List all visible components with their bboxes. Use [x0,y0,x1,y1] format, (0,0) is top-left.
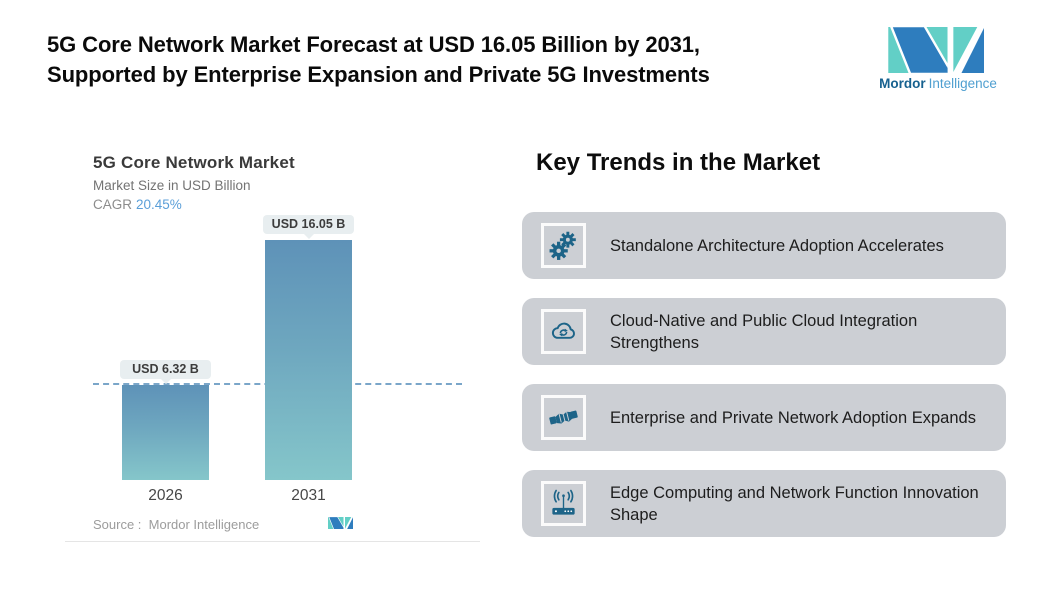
gears-icon [541,223,586,268]
cloud-sync-icon [541,309,586,354]
bar-2031 [265,240,352,480]
bar-plot: USD 6.32 B USD 16.05 B [65,140,480,480]
cagr-value: 20.45% [136,197,182,212]
trend-text: Enterprise and Private Network Adoption … [610,408,976,427]
page-title-line2: Supported by Enterprise Expansion and Pr… [47,62,710,87]
mordor-logo-icon [888,27,984,73]
mordor-logo-icon-small [328,517,353,529]
router-signal-icon [541,481,586,526]
mordor-intelligence-logo: Mordor Intelligence [878,27,998,91]
market-forecast-chart: 5G Core Network Market Market Size in US… [65,140,480,545]
chart-bottom-divider [65,541,480,542]
value-callout-2031: USD 16.05 B [263,215,354,239]
cagr-label: CAGR [93,197,133,212]
axis-label-2031: 2031 [291,487,326,504]
trend-card-cloud-native: Cloud-Native and Public Cloud Integratio… [522,298,1006,365]
trend-card-edge-computing: Edge Computing and Network Function Inno… [522,470,1006,537]
source-note: Source : Mordor Intelligence [93,517,260,532]
trend-card-standalone-architecture: Standalone Architecture Adoption Acceler… [522,212,1006,279]
mini-brand-mark [328,517,354,529]
value-callout-2026: USD 6.32 B [120,360,211,384]
trends-heading: Key Trends in the Market [536,149,821,176]
chart-subtitle: Market Size in USD Billion [93,178,251,193]
brand-word-mordor: Mordor [879,76,926,91]
handshake-icon [541,395,586,440]
page-title-line1: 5G Core Network Market Forecast at USD 1… [47,32,700,57]
chart-title: 5G Core Network Market [93,153,295,172]
trend-text: Standalone Architecture Adoption Acceler… [610,236,944,255]
chart-cagr: CAGR 20.45% [93,197,182,212]
trend-text: Edge Computing and Network Function Inno… [610,483,979,524]
axis-label-2026: 2026 [148,487,183,504]
trend-text: Cloud-Native and Public Cloud Integratio… [610,311,918,352]
page-title: 5G Core Network Market Forecast at USD 1… [47,30,710,90]
trend-card-enterprise-private: Enterprise and Private Network Adoption … [522,384,1006,451]
brand-word-intelligence: Intelligence [928,76,997,91]
brand-wordmark: Mordor Intelligence [878,76,998,91]
bar-2026 [122,385,209,480]
